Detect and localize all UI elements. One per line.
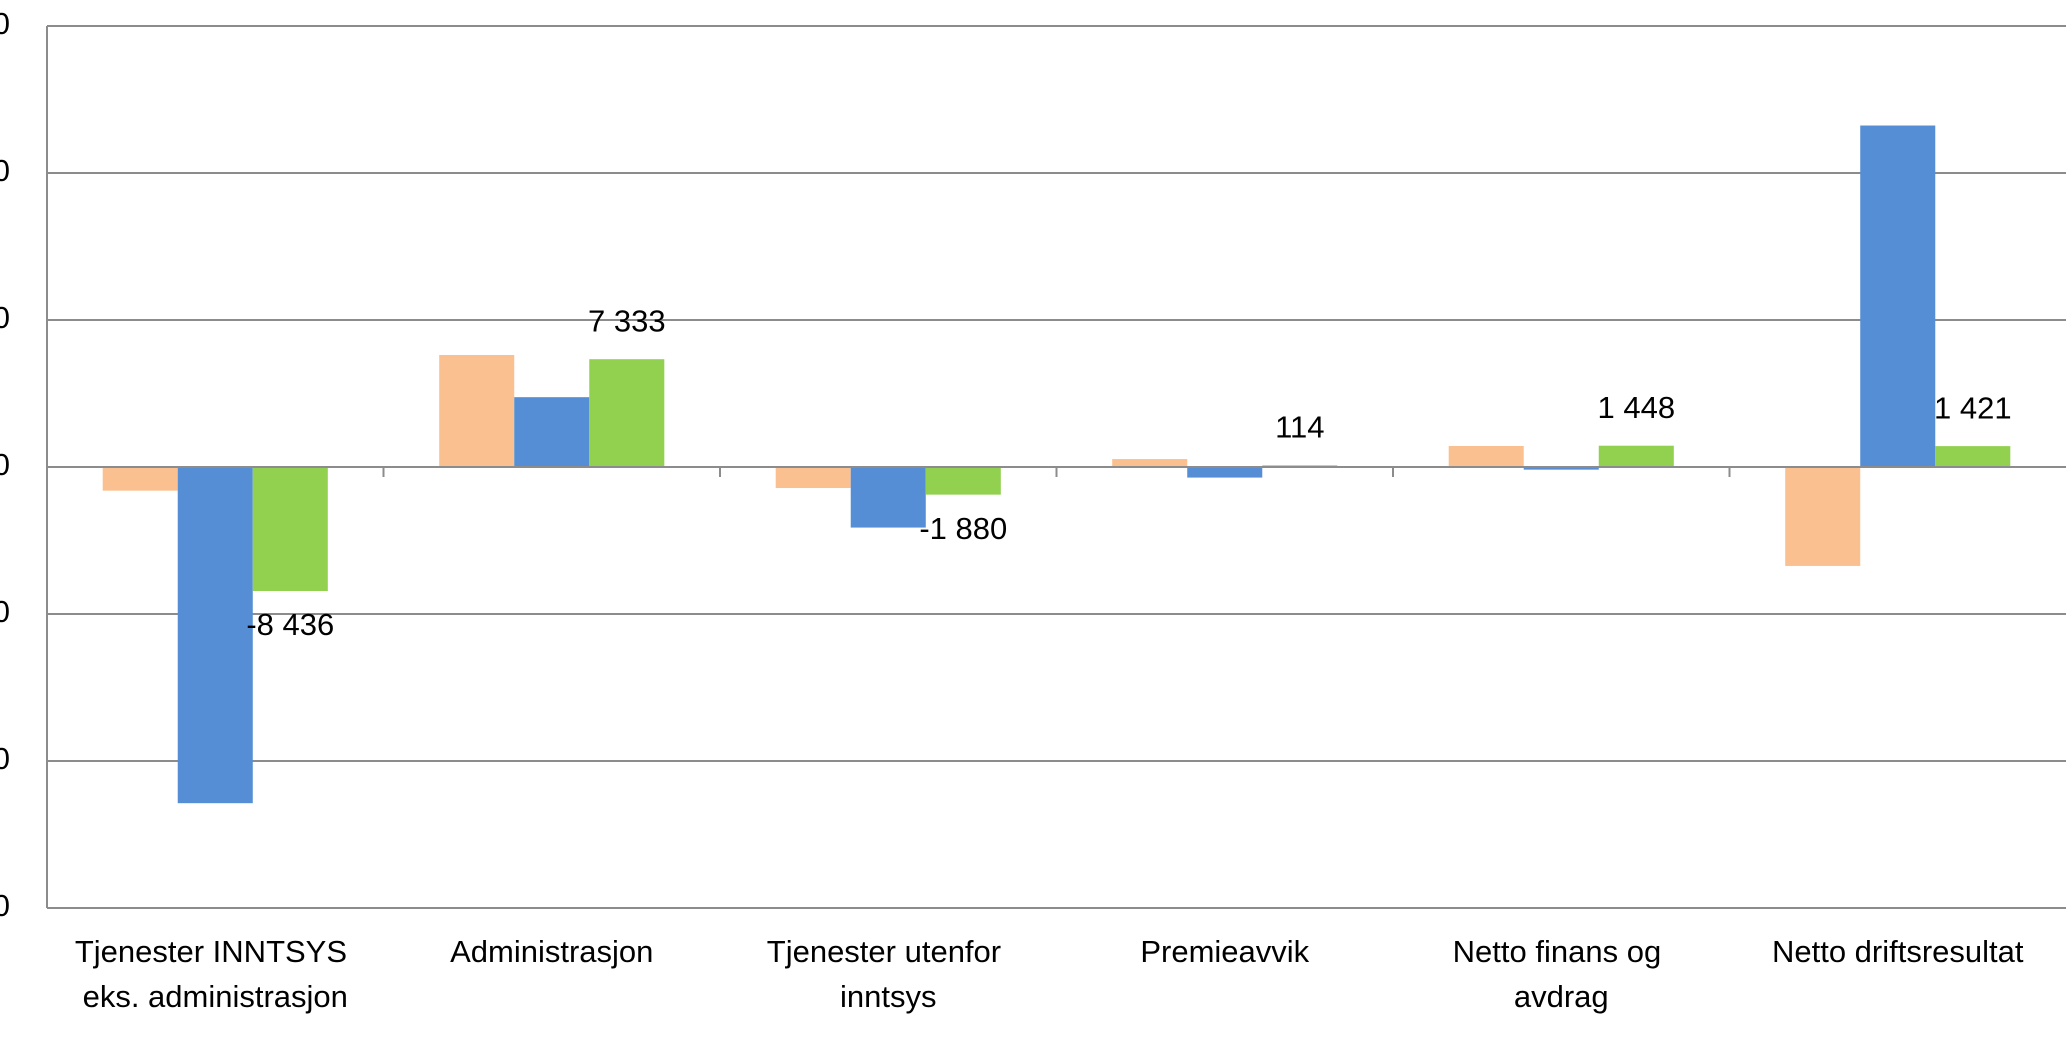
- x-tick-label: Premieavvik: [1140, 934, 1309, 969]
- bar: [177, 467, 253, 804]
- bar: [252, 467, 328, 592]
- y-tick-label: -10000: [0, 594, 10, 629]
- bar: [589, 359, 665, 467]
- bar: [775, 467, 851, 489]
- bar: [850, 467, 926, 528]
- x-tick-label: Netto finans og avdrag: [1453, 934, 1670, 1014]
- bar: [514, 397, 590, 467]
- bar: [439, 354, 515, 467]
- data-label: 1 421: [1934, 390, 2012, 425]
- bar: [102, 467, 178, 491]
- x-tick-label: Tjenester INNTSYS eks. administrasjon: [75, 934, 356, 1014]
- data-label: -8 436: [246, 607, 334, 642]
- bar: [925, 467, 1001, 495]
- bar: [1935, 446, 2011, 467]
- y-tick-label: 30000: [0, 6, 10, 41]
- bar: [1448, 445, 1524, 467]
- x-tick-label: Administrasjon: [450, 934, 653, 969]
- x-tick-label: Tjenester utenfor inntsys: [767, 934, 1010, 1014]
- x-tick-label: Netto driftsresultat: [1772, 934, 2024, 969]
- data-label: 114: [1275, 410, 1324, 445]
- y-tick-label: 20000: [0, 153, 10, 188]
- bar: [1187, 467, 1263, 478]
- y-tick-label: 10000: [0, 300, 10, 335]
- bar: [1523, 467, 1599, 470]
- y-tick-label: 0: [0, 447, 10, 482]
- bar: [1785, 467, 1861, 566]
- bar: [1598, 445, 1674, 467]
- data-label: 1 448: [1598, 390, 1676, 425]
- data-label: -1 880: [919, 511, 1007, 546]
- y-tick-label: -20000: [0, 741, 10, 776]
- y-tick-label: -30000: [0, 888, 10, 923]
- bar: [1112, 459, 1188, 467]
- data-label: 7 333: [588, 303, 666, 338]
- bar: [1860, 125, 1936, 468]
